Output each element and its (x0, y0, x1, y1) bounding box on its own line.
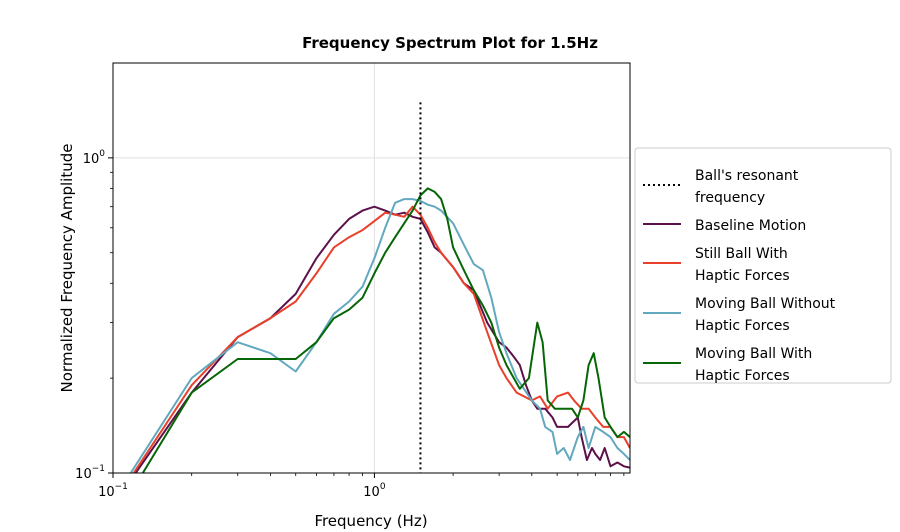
legend-label-3: Still Ball With Haptic Forces (695, 246, 790, 284)
legend-box (634, 147, 892, 384)
series-layer (129, 102, 630, 473)
legend: Ball's resonant frequency Baseline Motion S… (634, 147, 892, 384)
series-line-4 (141, 187, 630, 473)
y-axis-label: Normalized Frequency Amplitude (58, 144, 76, 393)
legend-label-5: Moving Ball With Haptic Forces (695, 346, 812, 384)
x-tick-label: 10−1 (98, 482, 128, 500)
x-tick-label: 100 (363, 482, 386, 500)
legend-label-4: Moving Ball Without Haptic Forces (695, 296, 836, 334)
plot-frame (112, 62, 631, 474)
y-tick-label: 100 (83, 149, 106, 167)
grid (112, 63, 630, 474)
x-axis-label: Frequency (Hz) (314, 512, 427, 530)
legend-label-2: Baseline Motion (695, 218, 806, 234)
y-tick-label: 10−1 (75, 464, 105, 482)
series-line-1 (134, 205, 630, 473)
series-line-3 (129, 198, 630, 473)
legend-label-1: Ball's resonant frequency (695, 168, 799, 206)
series-line-2 (132, 205, 630, 473)
chart-title: Frequency Spectrum Plot for 1.5Hz (302, 34, 598, 52)
